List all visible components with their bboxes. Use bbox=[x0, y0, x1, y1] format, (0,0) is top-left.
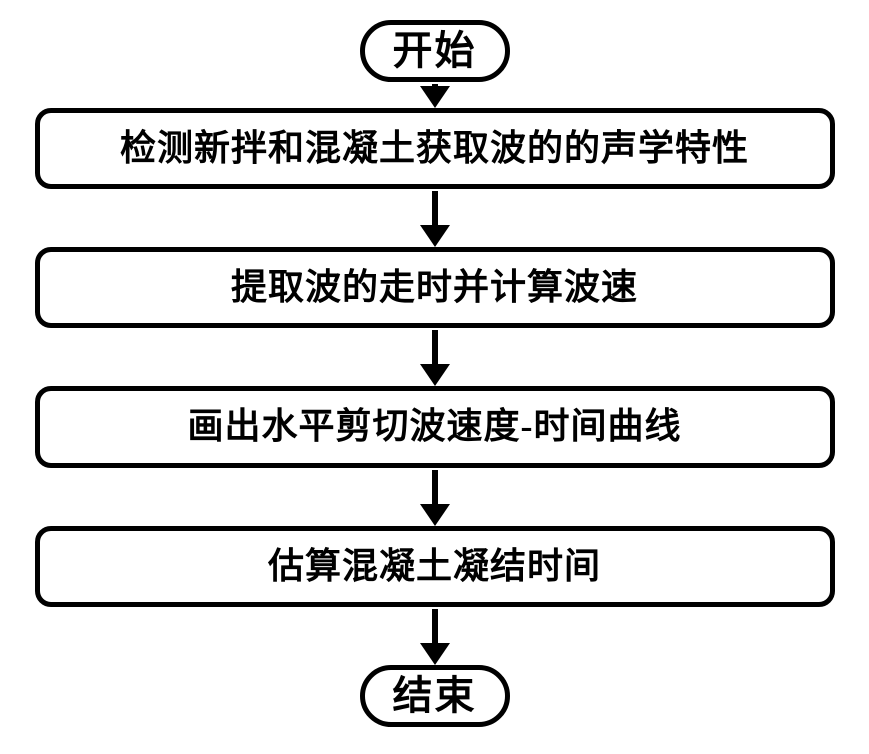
arrow-head-icon bbox=[420, 504, 450, 526]
process-step-3: 画出水平剪切波速度-时间曲线 bbox=[35, 386, 835, 467]
flowchart-container: 开始 检测新拌和混凝土获取波的的声学特性 提取波的走时并计算波速 画出水平剪切波… bbox=[5, 0, 865, 747]
arrow-head-icon bbox=[420, 364, 450, 386]
end-node: 结束 bbox=[360, 665, 510, 727]
process-step-4: 估算混凝土凝结时间 bbox=[35, 526, 835, 607]
arrow-line bbox=[432, 191, 438, 227]
arrow-head-icon bbox=[420, 225, 450, 247]
arrow-4 bbox=[420, 609, 450, 665]
start-node: 开始 bbox=[360, 20, 510, 82]
process-step-2: 提取波的走时并计算波速 bbox=[35, 247, 835, 328]
arrow-line bbox=[432, 330, 438, 366]
arrow-head-icon bbox=[420, 86, 450, 108]
arrow-line bbox=[432, 609, 438, 645]
arrow-0 bbox=[420, 84, 450, 108]
process-step-1: 检测新拌和混凝土获取波的的声学特性 bbox=[35, 108, 835, 189]
arrow-2 bbox=[420, 330, 450, 386]
arrow-head-icon bbox=[420, 643, 450, 665]
arrow-line bbox=[432, 470, 438, 506]
arrow-1 bbox=[420, 191, 450, 247]
arrow-3 bbox=[420, 470, 450, 526]
